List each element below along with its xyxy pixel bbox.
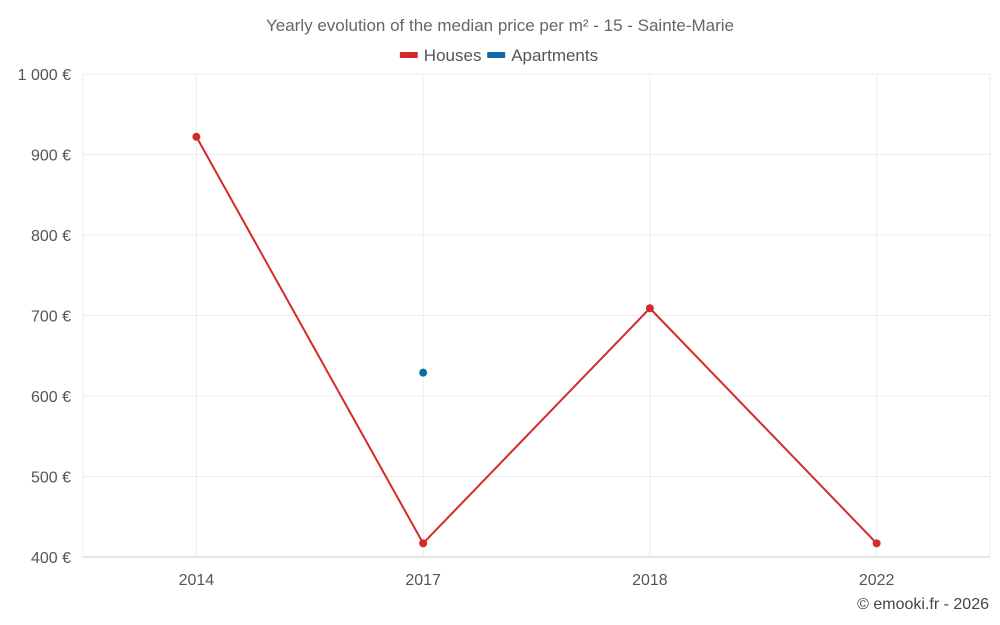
y-tick-label: 900 € xyxy=(31,148,71,165)
data-point-houses xyxy=(872,539,881,548)
y-tick-label: 400 € xyxy=(31,550,71,567)
data-point-apartments xyxy=(419,368,428,377)
series-line-houses xyxy=(195,136,878,545)
series-group xyxy=(192,132,881,548)
y-axis-ticks: 400 € 500 € 600 € 700 € 800 € 900 € 1 000 € xyxy=(18,67,71,567)
chart-title: Yearly evolution of the median price per… xyxy=(266,16,734,35)
data-point-houses xyxy=(645,304,654,313)
x-axis-ticks: 2014 2017 2018 2022 xyxy=(179,572,895,589)
x-tick-label: 2018 xyxy=(632,572,668,589)
legend-swatch-apartments xyxy=(487,52,506,58)
legend-swatch-houses xyxy=(399,52,418,58)
x-tick-label: 2017 xyxy=(405,572,441,589)
legend-label-houses: Houses xyxy=(424,46,482,65)
grid xyxy=(82,73,991,558)
y-tick-label: 800 € xyxy=(31,228,71,245)
x-tick-label: 2022 xyxy=(859,572,895,589)
credit-text: © emooki.fr - 2026 xyxy=(857,596,989,613)
y-tick-label: 600 € xyxy=(31,389,71,406)
legend: Houses Apartments xyxy=(399,46,598,65)
data-point-houses xyxy=(419,539,428,548)
y-tick-label: 1 000 € xyxy=(18,67,71,84)
y-tick-label: 500 € xyxy=(31,470,71,487)
data-point-houses xyxy=(192,132,201,141)
x-tick-label: 2014 xyxy=(179,572,215,589)
legend-label-apartments: Apartments xyxy=(511,46,598,65)
y-tick-label: 700 € xyxy=(31,309,71,326)
